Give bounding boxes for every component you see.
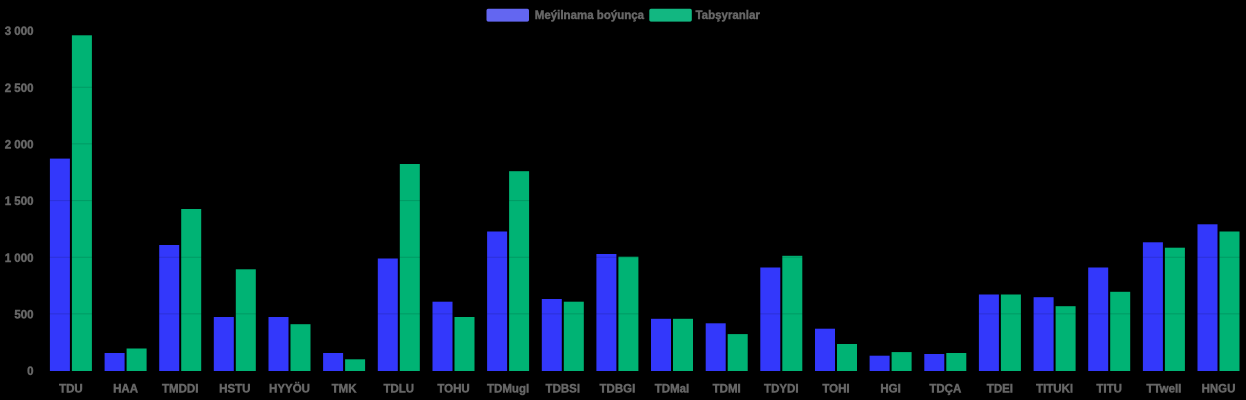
svg-text:TDMaI: TDMaI xyxy=(655,384,690,396)
svg-text:HGI: HGI xyxy=(880,384,900,396)
svg-text:HSTU: HSTU xyxy=(219,384,250,396)
svg-text:TDMugI: TDMugI xyxy=(487,384,529,396)
svg-text:TOHU: TOHU xyxy=(437,384,469,396)
svg-text:TDU: TDU xyxy=(59,384,83,396)
svg-text:TITU: TITU xyxy=(1096,384,1122,396)
svg-text:TDYDI: TDYDI xyxy=(764,384,799,396)
svg-text:3 000: 3 000 xyxy=(5,26,34,38)
svg-text:2 000: 2 000 xyxy=(5,140,34,152)
svg-text:TDÇA: TDÇA xyxy=(929,384,961,396)
svg-text:HYYÖU: HYYÖU xyxy=(269,383,310,396)
svg-text:Meýilnama boýunça: Meýilnama boýunça xyxy=(535,10,645,22)
svg-text:1 000: 1 000 xyxy=(5,253,34,265)
svg-text:HNGU: HNGU xyxy=(1202,384,1236,396)
svg-text:TDEI: TDEI xyxy=(987,384,1013,396)
svg-text:TDBGI: TDBGI xyxy=(600,384,636,396)
svg-text:0: 0 xyxy=(27,366,33,378)
svg-text:TTweII: TTweII xyxy=(1146,384,1181,396)
svg-text:TMK: TMK xyxy=(332,384,358,396)
svg-text:TITUKI: TITUKI xyxy=(1036,384,1073,396)
svg-text:HAA: HAA xyxy=(113,384,138,396)
svg-text:2 500: 2 500 xyxy=(5,83,34,95)
svg-text:500: 500 xyxy=(14,310,33,322)
svg-text:1 500: 1 500 xyxy=(5,196,34,208)
svg-text:TDMI: TDMI xyxy=(713,384,741,396)
svg-text:TOHI: TOHI xyxy=(822,384,849,396)
svg-text:TDLU: TDLU xyxy=(383,384,414,396)
svg-text:TDBSI: TDBSI xyxy=(546,384,581,396)
svg-text:Tabşyranlar: Tabşyranlar xyxy=(696,10,761,22)
svg-text:TMDDI: TMDDI xyxy=(162,384,198,396)
